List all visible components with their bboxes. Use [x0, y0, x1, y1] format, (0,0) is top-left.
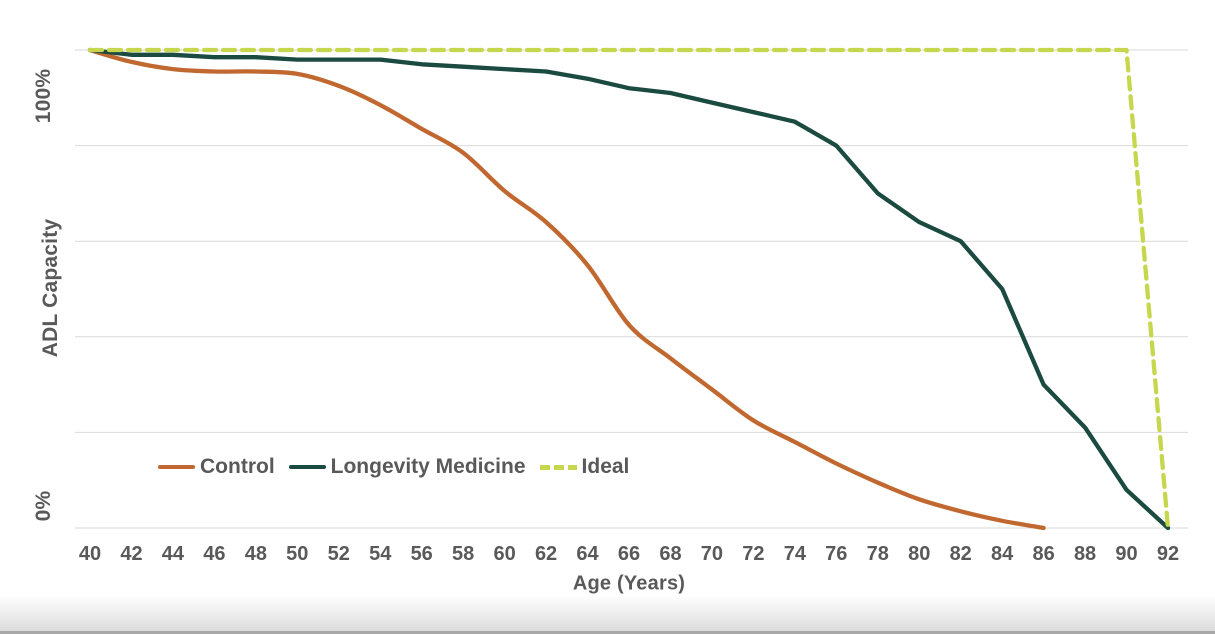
x-tick-label-78: 78 [866, 543, 889, 565]
x-tick-label-40: 40 [78, 543, 102, 565]
x-tick-label-82: 82 [949, 543, 972, 565]
legend-swatch-ideal [539, 464, 577, 470]
x-tick-label-92: 92 [1156, 543, 1180, 565]
legend-item-ideal: Ideal [539, 455, 630, 479]
x-tick-label-74: 74 [783, 543, 806, 565]
x-tick-label-68: 68 [659, 543, 682, 565]
x-tick-label-88: 88 [1073, 543, 1097, 565]
x-tick-label-62: 62 [534, 543, 558, 565]
legend-item-control: Control [158, 455, 275, 479]
legend-swatch-longevity-medicine [288, 464, 326, 470]
legend-item-longevity-medicine: Longevity Medicine [288, 455, 526, 479]
x-tick-label-66: 66 [617, 543, 641, 565]
legend-label-ideal: Ideal [581, 455, 630, 478]
x-tick-label-50: 50 [286, 543, 309, 565]
x-tick-label-84: 84 [991, 543, 1014, 565]
x-tick-label-54: 54 [369, 543, 392, 565]
series-line-longevity-medicine [87, 47, 1171, 531]
y-axis-tick-0-label: 0% [32, 490, 55, 522]
x-tick-label-42: 42 [120, 543, 143, 565]
legend-label-longevity-medicine: Longevity Medicine [330, 455, 526, 478]
window-bottom-edge [0, 595, 1215, 634]
x-tick-label-80: 80 [908, 543, 931, 565]
x-tick-label-48: 48 [244, 543, 267, 565]
x-tick-label-64: 64 [576, 543, 599, 565]
y-axis-title: ADL Capacity [39, 218, 62, 358]
series-line-ideal [87, 47, 1171, 531]
chart-legend: Control Longevity Medicine Ideal [158, 455, 629, 479]
x-axis-title: Age (Years) [572, 572, 686, 595]
x-tick-label-86: 86 [1032, 543, 1055, 565]
x-tick-label-90: 90 [1115, 543, 1138, 565]
series-line-control [87, 47, 1046, 531]
x-tick-label-52: 52 [327, 543, 350, 565]
x-tick-label-46: 46 [203, 543, 226, 565]
x-tick-label-76: 76 [825, 543, 848, 565]
x-tick-label-56: 56 [410, 543, 433, 565]
x-tick-label-60: 60 [493, 543, 516, 565]
x-tick-label-72: 72 [742, 543, 765, 565]
x-tick-label-70: 70 [700, 543, 724, 565]
x-tick-label-44: 44 [161, 543, 185, 565]
y-axis-tick-100-label: 100% [32, 68, 55, 124]
legend-swatch-control [158, 464, 195, 470]
x-tick-label-58: 58 [452, 543, 475, 565]
legend-label-control: Control [200, 455, 275, 478]
